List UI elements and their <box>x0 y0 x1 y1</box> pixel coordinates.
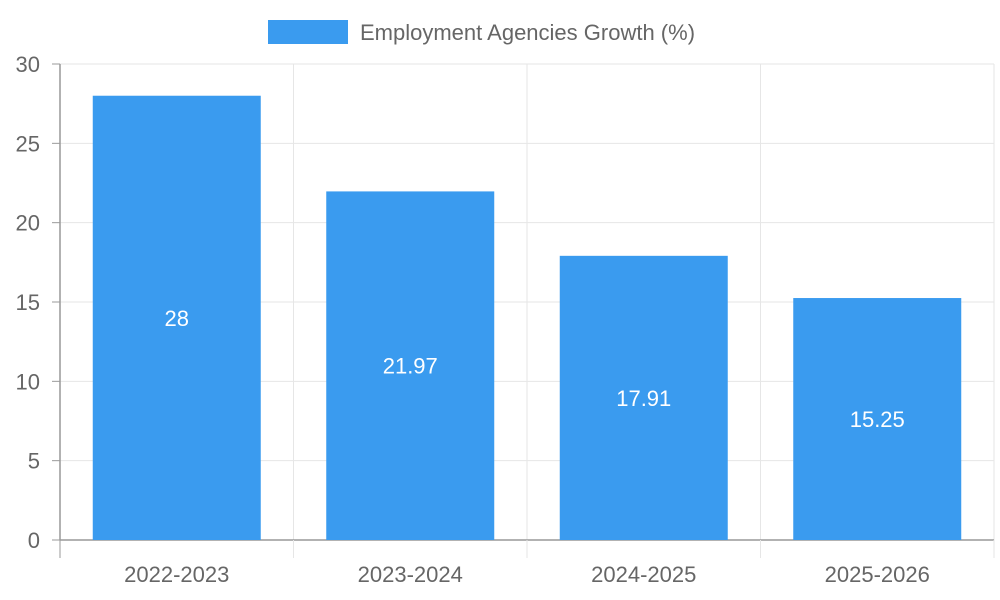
bar-2023-2024 <box>326 191 495 540</box>
bar-value-labels: 28 21.97 17.91 15.25 <box>165 306 905 432</box>
bar-value-label: 15.25 <box>850 407 905 432</box>
bar-2024-2025 <box>559 255 728 540</box>
legend: Employment Agencies Growth (%) <box>268 20 695 45</box>
y-tick-label: 20 <box>16 211 40 236</box>
x-tick-label: 2023-2024 <box>358 562 463 587</box>
y-tick-label: 5 <box>28 449 40 474</box>
legend-swatch <box>268 20 348 44</box>
y-tick-label: 15 <box>16 290 40 315</box>
legend-label: Employment Agencies Growth (%) <box>360 20 695 45</box>
bar-2022-2023 <box>92 95 261 540</box>
bar-2025-2026 <box>793 298 962 540</box>
y-tick-label: 30 <box>16 52 40 77</box>
y-tick-label: 25 <box>16 131 40 156</box>
bars <box>92 95 962 540</box>
x-tick-label: 2025-2026 <box>825 562 930 587</box>
y-tick-label: 10 <box>16 369 40 394</box>
bar-value-label: 28 <box>165 306 189 331</box>
x-tick-label: 2024-2025 <box>591 562 696 587</box>
bar-value-label: 17.91 <box>616 386 671 411</box>
y-tick-label: 0 <box>28 528 40 553</box>
tick-labels: 0 5 10 15 20 25 30 2022-2023 2023-2024 2024-2025 2… <box>16 52 930 587</box>
bar-value-label: 21.97 <box>383 354 438 379</box>
x-tick-label: 2022-2023 <box>124 562 229 587</box>
